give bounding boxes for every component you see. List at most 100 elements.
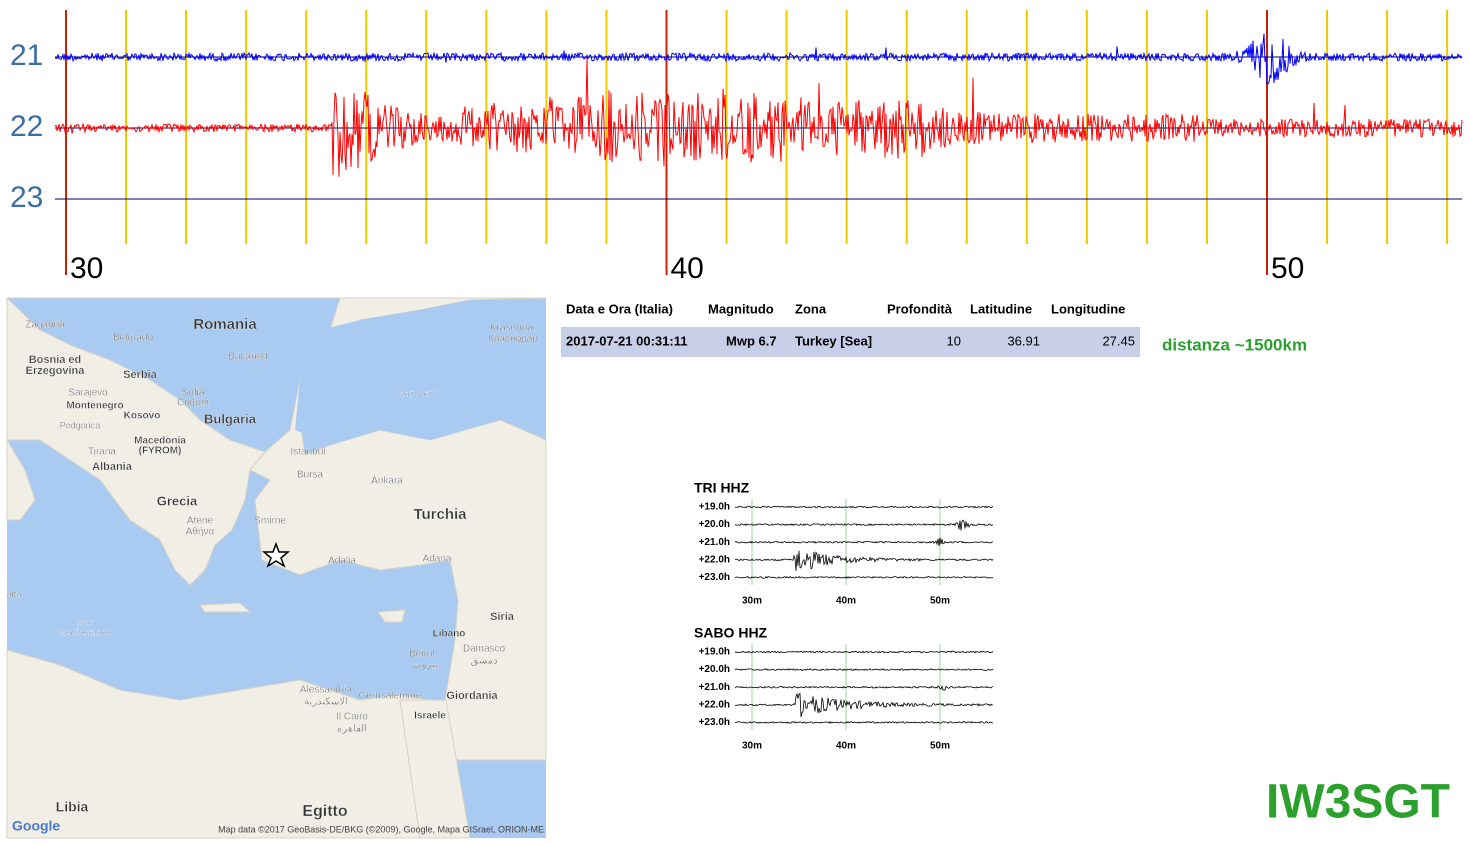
map-label: Gerusalemme: [359, 691, 422, 702]
map-label: Bucarest: [228, 352, 268, 363]
minute-label: 50: [1271, 252, 1304, 285]
minute-label: 40: [671, 252, 704, 285]
map-label: Kosovo: [124, 411, 161, 422]
map-label: Il Cairo: [336, 712, 368, 723]
map-label: Ankara: [371, 476, 403, 487]
table-cell: Mwp 6.7: [726, 333, 777, 348]
map-label: Mar Nero: [396, 389, 438, 400]
map-attribution: Map data ©2017 GeoBasis-DE/BKG (©2009), …: [218, 824, 544, 834]
table-cell: 2017-07-21 00:31:11: [566, 333, 687, 348]
minute-tick-label: 40m: [836, 596, 856, 607]
map-label: Turchia: [413, 506, 467, 523]
epicenter-star: [261, 541, 291, 568]
row-label: 22: [10, 110, 43, 143]
map-label: دمشق: [470, 656, 497, 667]
map-label: Sofia: [182, 388, 205, 399]
table-header: Zona: [795, 301, 827, 316]
map-label: Damasco: [463, 644, 506, 655]
map-label: Atene: [187, 516, 214, 527]
seismic-trace: [54, 33, 1463, 85]
map-label: Mediterraneo: [58, 627, 111, 637]
black-sea: [295, 300, 546, 445]
map-label: Macedonia: [134, 436, 186, 447]
row-label: 21: [10, 39, 43, 72]
map-label: Adalia: [328, 556, 356, 567]
hour-label: +22.0h: [699, 699, 730, 710]
table-header: Latitudine: [970, 301, 1032, 316]
minute-tick-label: 50m: [930, 596, 950, 607]
map-label: Bulgaria: [204, 411, 257, 426]
map-label: Egitto: [302, 803, 348, 820]
station-trace: [734, 684, 994, 691]
station-name: TRI HHZ: [694, 480, 750, 496]
map-logo: Google: [12, 818, 60, 834]
map-label: Bursa: [297, 470, 324, 481]
station-trace: [734, 720, 993, 724]
hour-label: +22.0h: [699, 554, 730, 565]
map-label: Podgorica: [60, 420, 101, 430]
station-trace: [734, 519, 994, 531]
table-header: Profondità: [887, 301, 953, 316]
map-label: Libia: [56, 799, 89, 815]
station-trace: [734, 505, 994, 509]
table-row-bg: [561, 327, 1140, 357]
table-cell: 27.45: [1102, 333, 1135, 348]
map-label: Giordania: [446, 690, 498, 702]
map-label: Sarajevo: [68, 388, 108, 399]
map-label: Zagabria: [25, 320, 65, 331]
station-trace: [734, 550, 994, 571]
table-cell: Turkey [Sea]: [795, 333, 872, 348]
station-name: SABO HHZ: [694, 625, 768, 641]
hour-label: +20.0h: [699, 519, 730, 530]
hour-label: +23.0h: [699, 572, 730, 583]
callsign: IW3SGT: [1266, 776, 1450, 829]
map-label: Krasnodar: [490, 323, 537, 334]
map-label: Alessandria: [300, 685, 353, 696]
station-trace: [734, 668, 994, 671]
minute-tick-label: 40m: [836, 741, 856, 752]
map-label: Beirut: [409, 649, 435, 660]
minute-label: 30: [70, 252, 103, 285]
table-header: Magnitudo: [708, 301, 774, 316]
map-label: بيروت: [412, 660, 438, 671]
hour-label: +19.0h: [699, 502, 730, 513]
minute-tick-label: 30m: [742, 596, 762, 607]
table-header: Longitudine: [1051, 301, 1125, 316]
map-label: Romania: [193, 316, 257, 333]
table-cell: 10: [947, 333, 961, 348]
hour-label: +21.0h: [699, 682, 730, 693]
map-land: [6, 296, 547, 839]
map-label: Albania: [92, 461, 133, 473]
map-label: الإسكندرية: [304, 697, 348, 708]
table-header: Data e Ora (Italia): [566, 301, 673, 316]
map-label: alta: [7, 589, 22, 599]
map-label: Montenegro: [66, 401, 123, 412]
map-label: Erzegovina: [26, 365, 86, 377]
hour-label: +21.0h: [699, 537, 730, 548]
map-label: Adana: [423, 554, 452, 565]
station-trace: [734, 537, 994, 546]
map-label: Siria: [490, 611, 515, 623]
map-label: Αθήνα: [186, 526, 215, 538]
map-label: Belgrado: [113, 333, 153, 344]
map-label: Краснодар: [488, 334, 538, 345]
minute-tick-label: 50m: [930, 741, 950, 752]
map-label: София: [177, 397, 209, 409]
map-label: Mar: [77, 617, 94, 627]
station-trace: [734, 650, 994, 654]
map-label: Grecia: [157, 493, 198, 508]
hour-label: +19.0h: [699, 647, 730, 658]
map-label: (FYROM): [139, 446, 182, 457]
map-label: Serbia: [123, 369, 158, 381]
map-label: Tirana: [88, 447, 116, 458]
row-label: 23: [10, 181, 43, 214]
map-label: Israele: [414, 711, 446, 722]
station-trace: [734, 692, 994, 718]
station-trace: [734, 575, 994, 579]
map-label: القاهرة: [337, 724, 367, 735]
table-cell: 36.91: [1007, 333, 1040, 348]
map-label: Smirne: [254, 516, 286, 527]
seismic-trace: [54, 57, 1463, 177]
